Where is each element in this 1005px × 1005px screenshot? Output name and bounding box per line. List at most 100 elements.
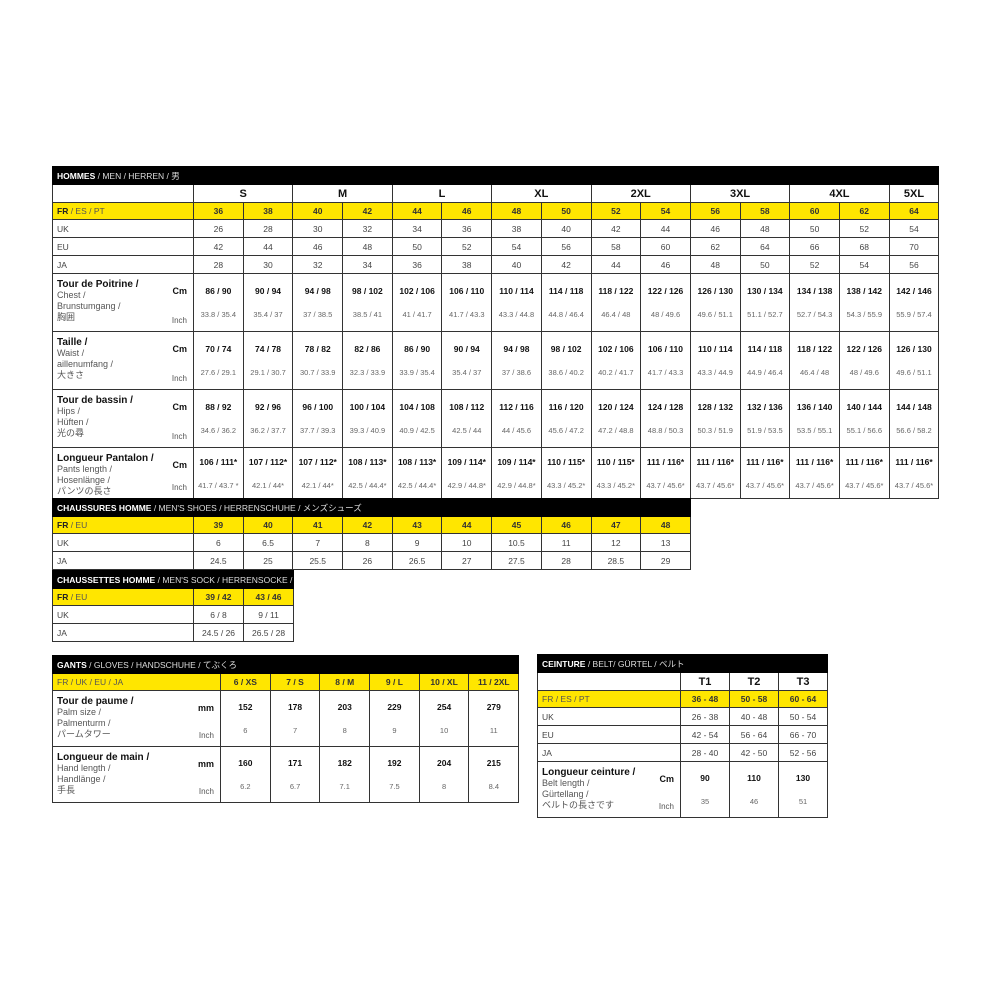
measure-cell: 106 / 111* 41.7 / 43.7 * — [193, 447, 244, 499]
size-value: 10 / XL — [418, 673, 470, 691]
blank-cell — [52, 184, 194, 203]
measure-cell: 229 9 — [369, 690, 420, 747]
cell: 70 — [888, 237, 940, 256]
value-inch: 36.2 / 37.7 — [250, 426, 286, 435]
cell: 56 — [888, 255, 940, 274]
measure-cell: 104 / 108 40.9 / 42.5 — [391, 389, 443, 448]
size-header: T2 — [729, 672, 779, 691]
cell: 6 — [193, 533, 244, 552]
value-metric: 70 / 74 — [205, 344, 232, 354]
value-metric: 126 / 130 — [896, 344, 932, 354]
cell: 36 — [391, 255, 443, 274]
measure-name: Hand length / — [57, 763, 111, 773]
value-inch: 46.4 / 48 — [799, 368, 830, 377]
row-label: UK — [537, 707, 681, 726]
table-row: UK 26 - 38 40 - 48 50 - 54 — [537, 707, 829, 726]
value-metric: 122 / 126 — [647, 286, 684, 296]
size-value: 40 — [242, 516, 294, 534]
row-label: UK — [52, 219, 194, 238]
value-metric: 110 / 114 — [499, 286, 534, 296]
unit-cm: mm — [197, 759, 214, 769]
region-bold: FR — [57, 206, 69, 216]
unit-inch: Inch — [171, 483, 187, 492]
men-table: HOMMES / MEN / HERREN / 男 S M L XL 2XL 3XL 4XL 5… — [51, 166, 940, 499]
size-value: 45 — [491, 516, 542, 534]
size-value: 47 — [590, 516, 642, 534]
cell: 26.5 — [391, 551, 443, 570]
measure-name: Handlänge / — [57, 774, 106, 784]
region-label: FR / UK / EU / JA — [52, 673, 221, 691]
cell: 48 — [739, 219, 791, 238]
value-inch: 38.5 / 41 — [352, 310, 382, 319]
measure-cell: 142 / 146 55.9 / 57.4 — [888, 273, 940, 332]
cell: 46 — [689, 219, 741, 238]
value-inch: 40.2 / 41.7 — [598, 368, 634, 377]
title-rest: / MEN / HERREN / 男 — [95, 170, 180, 181]
value-inch: 42.5 / 44 — [452, 426, 482, 435]
cell: 7 — [292, 533, 344, 552]
value-inch: 29.1 / 30.7 — [250, 368, 286, 377]
value-metric: 104 / 108 — [399, 402, 435, 412]
measure-cell: 114 / 118 44.8 / 46.4 — [540, 273, 592, 332]
region-bold: FR — [57, 592, 69, 602]
value-inch: 42.9 / 44.8* — [497, 480, 536, 490]
size-value: 50 — [540, 202, 592, 220]
table-row: JA 24.5 25 25.5 26 26.5 27 27.5 28 28.5 29 — [52, 551, 692, 570]
cell: 27 — [441, 551, 493, 570]
measure-name: Longueur ceinture / — [542, 767, 636, 778]
measure-cell: 74 / 78 29.1 / 30.7 — [242, 331, 294, 390]
measure-cell: 94 / 98 37 / 38.5 — [292, 273, 344, 332]
measure-cell: 122 / 126 48 / 49.6 — [838, 331, 890, 390]
row-label: JA — [52, 623, 194, 642]
measure-cell: 94 / 98 37 / 38.6 — [491, 331, 542, 390]
cell: 48 — [689, 255, 741, 274]
cell: 60 — [640, 237, 691, 256]
unit-inch: Inch — [198, 731, 214, 740]
value-metric: 111 / 116* — [895, 456, 933, 467]
value-metric: 108 / 113* — [348, 456, 387, 467]
region-label: FR / EU — [52, 516, 194, 534]
measure-cell: 86 / 90 33.8 / 35.4 — [193, 273, 244, 332]
measure-name: Hüften / — [57, 417, 89, 427]
measure-cell: 86 / 90 33.9 / 35.4 — [391, 331, 443, 390]
measure-cell: 111 / 116* 43.7 / 45.6* — [838, 447, 890, 499]
value-inch: 51.1 / 52.7 — [747, 310, 783, 319]
measure-name: Palmenturm / — [57, 718, 111, 728]
value-metric: 279 — [486, 702, 501, 712]
men-title: HOMMES / MEN / HERREN / 男 — [51, 166, 940, 185]
cell: 50 — [739, 255, 791, 274]
value-inch: 44 / 45.6 — [501, 426, 532, 435]
measure-cell: 110 / 115* 43.3 / 45.2* — [590, 447, 642, 499]
value-metric: 74 / 78 — [255, 344, 282, 354]
title-rest: / MEN'S SHOES / HERRENSCHUHE / メンズシューズ — [151, 502, 362, 513]
measure-cell: 102 / 106 40.2 / 41.7 — [590, 331, 642, 390]
table-row: JA 24.5 / 26 26.5 / 28 — [52, 623, 391, 642]
measure-cell: 100 / 104 39.3 / 40.9 — [342, 389, 393, 448]
measure-cell: 126 / 130 49.6 / 51.1 — [888, 331, 940, 390]
value-inch: 43.3 / 44.8 — [498, 310, 535, 319]
size-value: 60 — [789, 202, 840, 220]
measure-cell: 144 / 148 56.6 / 58.2 — [888, 389, 940, 448]
cell: 40 — [540, 219, 592, 238]
cell: 12 — [590, 533, 642, 552]
measure-name: Brunstumgang / — [57, 301, 121, 311]
row-label: JA — [52, 255, 194, 274]
measure-cell: 98 / 102 38.5 / 41 — [342, 273, 393, 332]
value-metric: 111 / 116* — [795, 456, 834, 467]
measure-cell: 140 / 144 55.1 / 56.6 — [838, 389, 890, 448]
measure-label: Taille / Waist / aillenumfang / 大きさ Cm Inch — [52, 331, 194, 390]
measure-cell: 111 / 116* 43.7 / 45.6* — [888, 447, 940, 499]
value-metric: 182 — [337, 758, 352, 768]
value-metric: 82 / 86 — [354, 344, 381, 354]
value-metric: 108 / 112 — [449, 402, 485, 412]
table-row: EU 42 - 54 56 - 64 66 - 70 — [537, 725, 829, 744]
measure-label: Longueur ceinture / Belt length / Gürtella… — [537, 761, 681, 818]
shoes-title: CHAUSSURES HOMME / MEN'S SHOES / HERRENS… — [51, 498, 692, 517]
cell: 56 — [540, 237, 592, 256]
cell: 44 — [640, 219, 691, 238]
measure-cell: 152 6 — [220, 690, 271, 747]
measure-label: Tour de paume / Palm size / Palmenturm / パー… — [52, 690, 221, 747]
size-value: 39 — [193, 516, 244, 534]
measure-cell: 116 / 120 45.6 / 47.2 — [540, 389, 592, 448]
value-metric: 112 / 116 — [499, 402, 534, 412]
